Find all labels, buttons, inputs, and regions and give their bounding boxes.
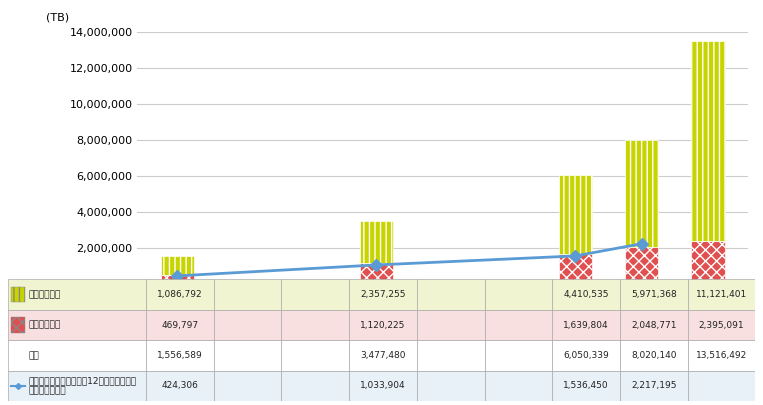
Bar [691, 41, 725, 241]
Text: 424,306: 424,306 [162, 381, 198, 390]
Text: 11,121,401: 11,121,401 [696, 290, 747, 299]
FancyBboxPatch shape [687, 371, 755, 401]
Text: 13,516,492: 13,516,492 [696, 351, 747, 360]
FancyBboxPatch shape [282, 310, 349, 340]
FancyBboxPatch shape [620, 310, 687, 340]
FancyBboxPatch shape [146, 371, 214, 401]
Bar [625, 247, 658, 284]
FancyBboxPatch shape [214, 310, 282, 340]
FancyBboxPatch shape [11, 287, 25, 302]
Text: 2,357,255: 2,357,255 [360, 290, 406, 299]
Text: 5,971,368: 5,971,368 [631, 290, 677, 299]
FancyBboxPatch shape [282, 279, 349, 310]
Text: (TB): (TB) [46, 13, 69, 22]
FancyBboxPatch shape [282, 340, 349, 371]
FancyBboxPatch shape [417, 371, 485, 401]
FancyBboxPatch shape [687, 340, 755, 371]
Bar [359, 263, 393, 284]
Text: 4,410,535: 4,410,535 [563, 290, 609, 299]
FancyBboxPatch shape [485, 340, 552, 371]
FancyBboxPatch shape [349, 310, 417, 340]
Text: 469,797: 469,797 [161, 320, 198, 330]
FancyBboxPatch shape [8, 279, 146, 310]
FancyBboxPatch shape [146, 279, 214, 310]
FancyBboxPatch shape [485, 310, 552, 340]
FancyBboxPatch shape [282, 371, 349, 401]
FancyBboxPatch shape [552, 310, 620, 340]
FancyBboxPatch shape [349, 371, 417, 401]
Text: 3,477,480: 3,477,480 [360, 351, 406, 360]
Bar [625, 140, 658, 247]
Bar [359, 221, 393, 263]
Bar [559, 254, 592, 284]
FancyBboxPatch shape [214, 279, 282, 310]
Text: 新規メディア: 新規メディア [28, 290, 61, 299]
FancyBboxPatch shape [620, 279, 687, 310]
Text: 既存メディア: 既存メディア [28, 320, 61, 330]
Text: 1,033,904: 1,033,904 [360, 381, 406, 390]
Text: 6,050,339: 6,050,339 [563, 351, 609, 360]
FancyBboxPatch shape [485, 371, 552, 401]
Bar [160, 275, 194, 283]
FancyBboxPatch shape [214, 371, 282, 401]
FancyBboxPatch shape [552, 340, 620, 371]
FancyBboxPatch shape [687, 310, 755, 340]
FancyBboxPatch shape [417, 279, 485, 310]
Text: 2,217,195: 2,217,195 [631, 381, 677, 390]
FancyBboxPatch shape [687, 279, 755, 310]
Text: 1,120,225: 1,120,225 [360, 320, 406, 330]
Text: 2,048,771: 2,048,771 [631, 320, 677, 330]
FancyBboxPatch shape [146, 310, 214, 340]
FancyBboxPatch shape [146, 340, 214, 371]
FancyBboxPatch shape [349, 340, 417, 371]
Bar [691, 241, 725, 284]
FancyBboxPatch shape [349, 279, 417, 310]
FancyBboxPatch shape [8, 371, 146, 401]
FancyBboxPatch shape [8, 310, 146, 340]
FancyBboxPatch shape [620, 371, 687, 401]
FancyBboxPatch shape [214, 340, 282, 371]
Text: 1,536,450: 1,536,450 [563, 381, 609, 390]
FancyBboxPatch shape [552, 371, 620, 401]
FancyBboxPatch shape [417, 310, 485, 340]
FancyBboxPatch shape [485, 279, 552, 310]
FancyBboxPatch shape [620, 340, 687, 371]
Bar [160, 256, 194, 275]
Text: 8,020,140: 8,020,140 [631, 351, 677, 360]
Text: 2,395,091: 2,395,091 [699, 320, 745, 330]
Text: 【参考】データ更新前（12年度調査結果）
の既存メディア: 【参考】データ更新前（12年度調査結果） の既存メディア [28, 376, 137, 395]
Text: 1,086,792: 1,086,792 [157, 290, 203, 299]
Bar [559, 175, 592, 254]
FancyBboxPatch shape [552, 279, 620, 310]
Text: 1,639,804: 1,639,804 [563, 320, 609, 330]
FancyBboxPatch shape [417, 340, 485, 371]
FancyBboxPatch shape [8, 340, 146, 371]
Text: 1,556,589: 1,556,589 [157, 351, 203, 360]
Text: 合計: 合計 [28, 351, 40, 360]
FancyBboxPatch shape [11, 318, 25, 333]
